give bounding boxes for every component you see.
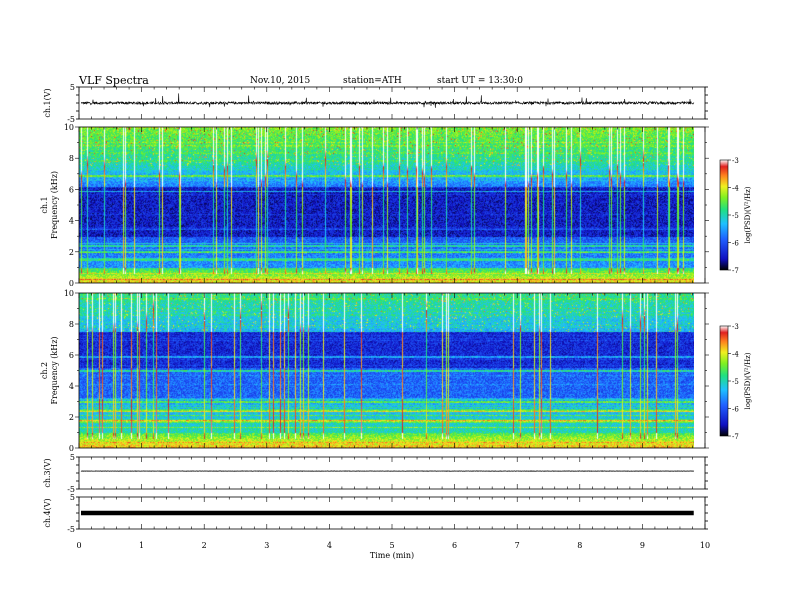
ch2-spec-ytick-label: 2	[69, 413, 74, 422]
ch1-wave-ytick-label: -5	[67, 115, 75, 124]
ch1-wave-ytick-label: 5	[70, 83, 75, 92]
x-tick-label: 5	[389, 541, 394, 550]
ch2-spec-colorbar	[719, 325, 729, 437]
x-tick-label: 6	[452, 541, 457, 550]
ch1-spec-channel-label: ch.1	[40, 196, 49, 213]
ch4-wave-ytick-label: -5	[67, 525, 75, 534]
x-tick-label: 7	[515, 541, 520, 550]
ch1-spec-ytick-label: 8	[69, 154, 74, 163]
header-date: Nov.10, 2015	[250, 76, 311, 86]
ch1-spec-colorbar	[719, 159, 729, 271]
ch1-wave-ylabel: ch.1(V)	[43, 88, 52, 117]
ch2-spec-colorbar-tick-label: -7	[732, 433, 739, 441]
header-start-time: start UT = 13:30:0	[437, 76, 523, 86]
ch1-spec-colorbar-tick-label: -3	[732, 157, 739, 165]
ch1-spec-colorbar-tick-label: -4	[732, 185, 739, 193]
ch1-spec-ytick-label: 6	[69, 185, 74, 194]
x-tick-label: 1	[139, 541, 144, 550]
ch2-spec-colorbar-label: log(PSD)(V²/Hz)	[744, 352, 752, 409]
x-tick-label: 9	[640, 541, 645, 550]
ch2-spec-colorbar-tick-label: -5	[732, 378, 739, 386]
ch1-spec-colorbar-tick-label: -5	[732, 212, 739, 220]
ch2-spec-heatmap	[79, 293, 694, 448]
ch1-spec-ytick-label: 4	[69, 217, 74, 226]
ch2-spec-colorbar-tick-label: -6	[732, 406, 739, 414]
ch1-spec-colorbar-tick-label: -6	[732, 240, 739, 248]
ch1-spec-ytick-label: 10	[64, 123, 74, 132]
ch4-wave-ylabel: ch.4(V)	[43, 498, 52, 527]
ch1-spec-ytick-label: 2	[69, 248, 74, 257]
x-tick-label: 4	[327, 541, 332, 550]
ch3-wave-ytick-label: -5	[67, 485, 75, 494]
x-tick-label: 3	[264, 541, 269, 550]
ch2-spec-colorbar-tick-label: -3	[732, 323, 739, 331]
ch2-spec-ytick-label: 10	[64, 289, 74, 298]
x-axis-label: Time (min)	[370, 551, 414, 560]
ch3-wave-ytick-label: 5	[70, 453, 75, 462]
ch1-spec-heatmap	[79, 127, 694, 283]
ch2-spec-colorbar-tick-label: -4	[732, 351, 739, 359]
ch1-spec-colorbar-label: log(PSD)(V²/Hz)	[744, 186, 752, 243]
ch3-wave-ylabel: ch.3(V)	[43, 458, 52, 487]
ch1-spec-ytick-label: 0	[69, 279, 74, 288]
ch2-spec-ytick-label: 6	[69, 351, 74, 360]
x-tick-label: 0	[76, 541, 81, 550]
ch2-spec-channel-label: ch.2	[40, 362, 49, 379]
ch1-spec-colorbar-tick-label: -7	[732, 267, 739, 275]
x-tick-label: 8	[577, 541, 582, 550]
ch2-spec-ylabel: Frequency (kHz)	[50, 336, 59, 404]
ch4-wave-ytick-label: 5	[70, 493, 75, 502]
ch2-spec-ytick-label: 0	[69, 444, 74, 453]
header-station: station=ATH	[343, 76, 402, 86]
ch2-spec-ytick-label: 8	[69, 320, 74, 329]
ch1-spec-ylabel: Frequency (kHz)	[50, 171, 59, 239]
chart-title: VLF Spectra	[79, 74, 149, 87]
ch1-wave-series	[80, 93, 695, 108]
x-tick-label: 2	[202, 541, 207, 550]
ch2-spec-ytick-label: 4	[69, 382, 74, 391]
x-tick-label: 10	[700, 541, 710, 550]
